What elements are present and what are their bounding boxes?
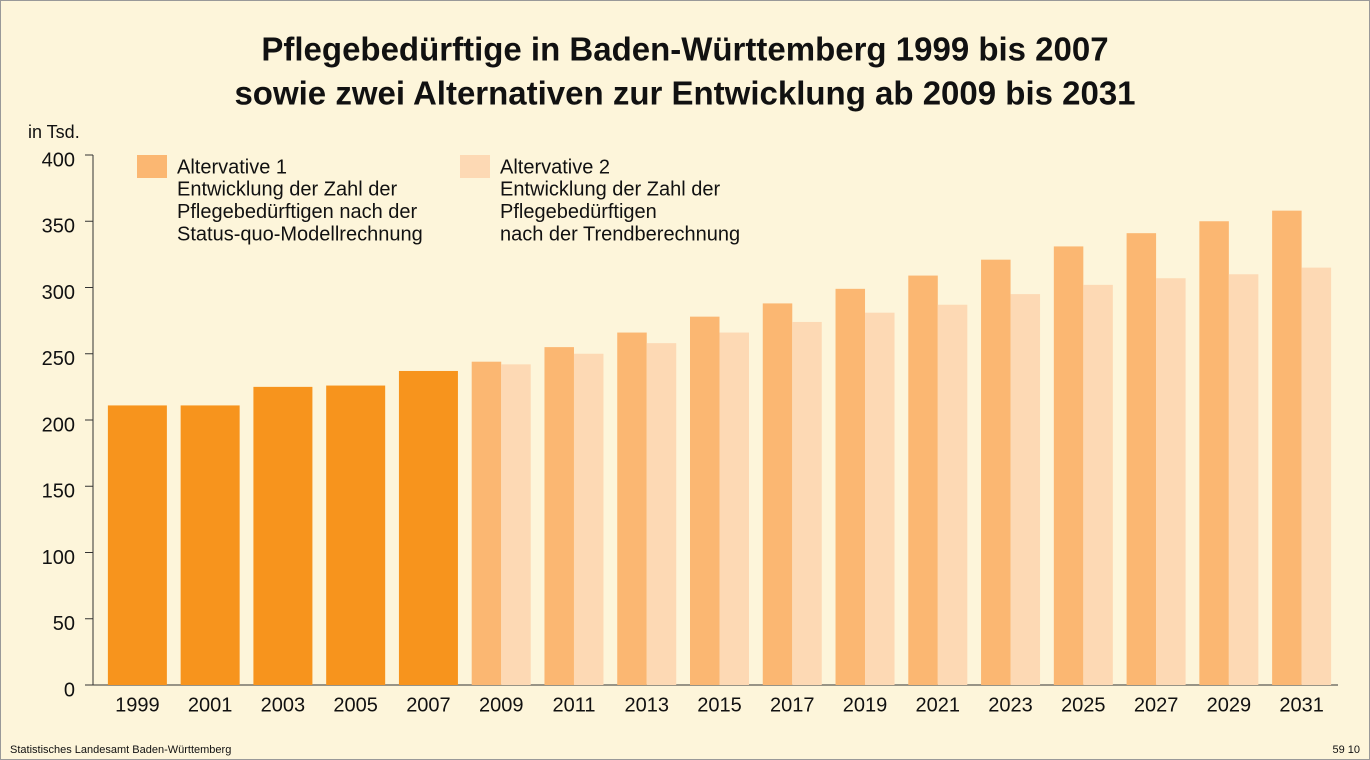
bar bbox=[544, 347, 574, 685]
y-tick-label: 100 bbox=[42, 547, 75, 569]
bar bbox=[1301, 267, 1332, 685]
legend-label: Altervative 2 bbox=[500, 156, 610, 178]
x-tick-label: 2021 bbox=[916, 694, 961, 716]
x-tick-label: 2023 bbox=[988, 694, 1033, 716]
bar bbox=[617, 332, 647, 685]
bar bbox=[835, 288, 866, 685]
bar bbox=[908, 275, 938, 685]
x-tick-label: 2009 bbox=[479, 694, 524, 716]
y-tick-label: 400 bbox=[42, 149, 75, 171]
bar bbox=[690, 316, 720, 685]
y-tick-label: 50 bbox=[53, 613, 75, 635]
legend-swatch bbox=[460, 155, 490, 178]
x-tick-label: 2013 bbox=[624, 694, 669, 716]
bar bbox=[107, 405, 167, 685]
bar bbox=[1083, 284, 1113, 685]
bar bbox=[180, 405, 240, 685]
bar bbox=[762, 303, 793, 685]
bar bbox=[253, 386, 313, 685]
bar bbox=[1010, 294, 1041, 685]
legend-description: Status-quo-Modellrechnung bbox=[177, 223, 423, 245]
y-tick-label: 350 bbox=[42, 216, 75, 238]
legend-description: nach der Trendberechnung bbox=[500, 223, 740, 245]
bar bbox=[1199, 221, 1229, 685]
bar bbox=[937, 304, 968, 685]
y-tick-label: 300 bbox=[42, 282, 75, 304]
bar bbox=[326, 385, 386, 685]
bar bbox=[981, 259, 1011, 685]
bar bbox=[1228, 274, 1259, 685]
y-tick-label: 150 bbox=[42, 481, 75, 503]
legend-description: Pflegebedürftigen nach der bbox=[177, 201, 418, 223]
legend-label: Altervative 1 bbox=[177, 156, 287, 178]
bar bbox=[865, 312, 895, 685]
chart-title: Pflegebedürftige in Baden-Württemberg 19… bbox=[261, 31, 1108, 68]
legend-description: Pflegebedürftigen bbox=[500, 201, 657, 223]
bar bbox=[1053, 246, 1084, 686]
y-tick-label: 0 bbox=[64, 679, 75, 701]
bar bbox=[792, 321, 822, 685]
y-tick-label: 200 bbox=[42, 414, 75, 436]
bar bbox=[646, 343, 677, 685]
bar bbox=[471, 361, 502, 685]
legend-description: Entwicklung der Zahl der bbox=[177, 178, 397, 200]
legend-description: Entwicklung der Zahl der bbox=[500, 178, 720, 200]
x-tick-label: 2029 bbox=[1207, 694, 1252, 716]
x-tick-label: 1999 bbox=[115, 694, 160, 716]
x-tick-label: 2007 bbox=[406, 694, 451, 716]
y-tick-label: 250 bbox=[42, 348, 75, 370]
x-tick-label: 2027 bbox=[1134, 694, 1179, 716]
x-tick-label: 2003 bbox=[261, 694, 306, 716]
x-tick-label: 2015 bbox=[697, 694, 742, 716]
x-tick-label: 2005 bbox=[333, 694, 378, 716]
x-tick-label: 2031 bbox=[1279, 694, 1324, 716]
x-tick-label: 2011 bbox=[552, 694, 595, 716]
x-tick-label: 2001 bbox=[188, 694, 233, 716]
x-tick-label: 2025 bbox=[1061, 694, 1106, 716]
legend-swatch bbox=[137, 155, 167, 178]
bar bbox=[1272, 210, 1302, 685]
bar bbox=[573, 353, 604, 685]
x-tick-label: 2017 bbox=[770, 694, 815, 716]
bar bbox=[1126, 233, 1157, 686]
bar bbox=[501, 364, 531, 685]
bar bbox=[719, 332, 749, 685]
x-tick-label: 2019 bbox=[843, 694, 888, 716]
source: Statistisches Landesamt Baden-Württember… bbox=[10, 744, 231, 756]
bar bbox=[1156, 278, 1186, 685]
y-unit-label: in Tsd. bbox=[28, 122, 80, 142]
chart-title: sowie zwei Alternativen zur Entwicklung … bbox=[234, 75, 1135, 112]
bar bbox=[398, 370, 458, 685]
code: 59 10 bbox=[1332, 744, 1360, 756]
